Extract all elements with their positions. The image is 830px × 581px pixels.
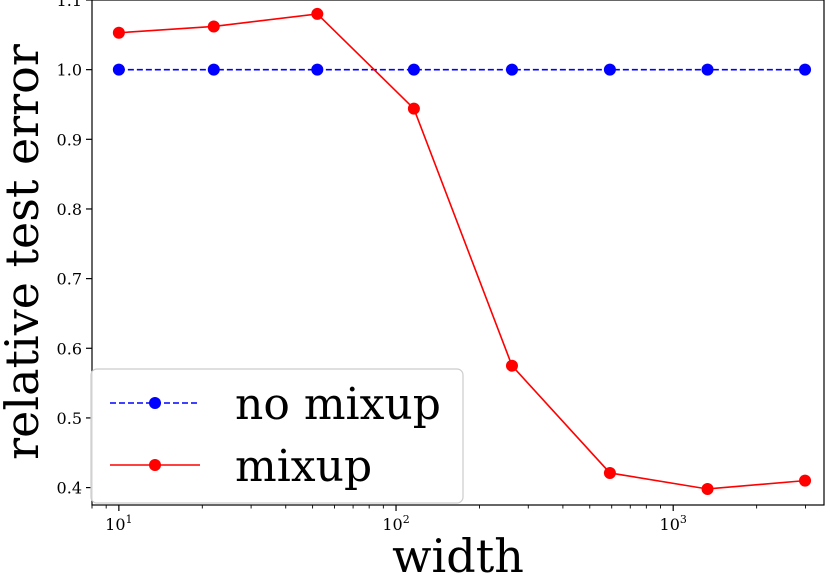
y-tick-label: 0.9 — [57, 130, 82, 149]
x-tick-label: 102 — [382, 513, 409, 534]
data-point-no-mixup — [311, 63, 324, 76]
x-tick-label-exponent: 2 — [403, 513, 410, 526]
x-tick-label: 101 — [105, 513, 132, 534]
series-layer — [112, 7, 812, 495]
data-point-no-mixup — [701, 63, 714, 76]
x-tick-label-exponent: 3 — [680, 513, 687, 526]
data-point-no-mixup — [799, 63, 812, 76]
series-line-mixup — [118, 13, 806, 490]
data-point-no-mixup — [603, 63, 616, 76]
plot-frame — [91, 0, 825, 506]
data-point-mixup — [112, 26, 125, 39]
y-axis-label: relative test error — [0, 44, 49, 460]
legend-marker-mixup — [149, 459, 161, 471]
legend-label-no-mixup: no mixup — [235, 379, 441, 430]
x-axis-ticks: 101 102 103 — [91, 505, 806, 534]
y-tick-label: 0.4 — [57, 479, 82, 498]
data-point-no-mixup — [207, 63, 220, 76]
y-tick-label: 1.1 — [57, 0, 82, 10]
legend-marker-no-mixup — [149, 397, 161, 409]
y-tick-label: 0.6 — [57, 339, 82, 358]
data-point-mixup — [505, 359, 518, 372]
data-point-mixup — [207, 20, 220, 33]
data-point-mixup — [603, 466, 616, 479]
x-tick-label-base: 10 — [660, 515, 680, 534]
data-point-mixup — [311, 7, 324, 20]
data-point-no-mixup — [112, 63, 125, 76]
x-axis-label: width — [392, 529, 524, 581]
x-tick-label-base: 10 — [382, 515, 402, 534]
data-point-mixup — [701, 482, 714, 495]
legend-entry-mixup: mixup — [110, 441, 372, 492]
x-tick-label-exponent: 1 — [126, 513, 133, 526]
legend-entry-no-mixup: no mixup — [110, 379, 441, 430]
x-tick-label: 103 — [660, 513, 687, 534]
y-axis-ticks: 0.4 0.5 0.6 0.7 0.8 0.9 1.0 1.1 — [57, 0, 92, 498]
x-tick-label-base: 10 — [105, 515, 125, 534]
y-tick-label: 0.7 — [57, 270, 82, 289]
y-tick-label: 1.0 — [57, 61, 82, 80]
data-point-no-mixup — [505, 63, 518, 76]
y-tick-label: 0.8 — [57, 200, 82, 219]
legend: no mixup mixup — [90, 368, 464, 504]
legend-label-mixup: mixup — [235, 441, 372, 492]
y-tick-label: 0.5 — [57, 409, 82, 428]
data-point-mixup — [407, 102, 420, 115]
data-point-no-mixup — [407, 63, 420, 76]
data-point-mixup — [799, 474, 812, 487]
